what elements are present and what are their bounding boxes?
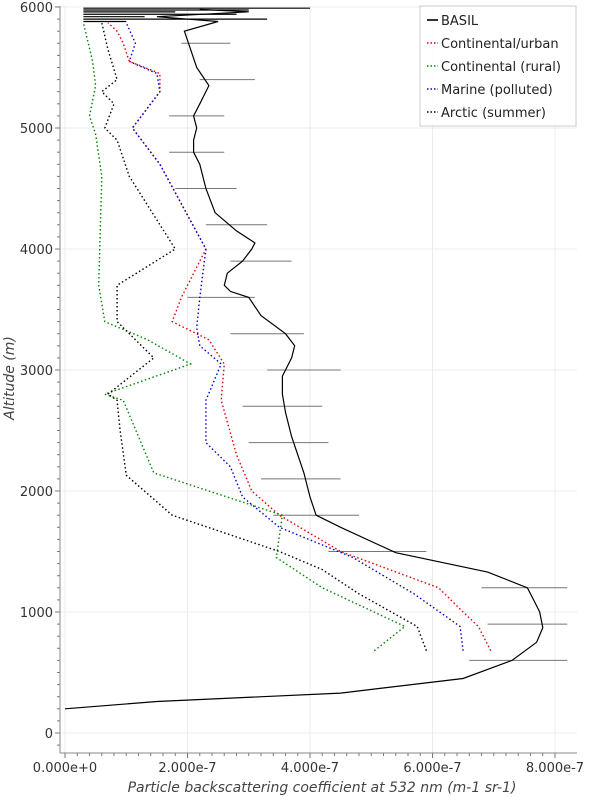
series-line-continental-rural [82, 22, 407, 652]
x-tick-label: 2.000e-7 [158, 761, 216, 776]
x-tick-labels: 0.000e+0 2.000e-7 4.000e-7 6.000e-7 8.000e-7 [33, 761, 584, 776]
series-line-marine-polluted [125, 22, 464, 651]
series-lines [64, 7, 544, 710]
y-tick-label: 3000 [20, 364, 53, 379]
series-line-arctic-summer [100, 22, 428, 651]
series-line-basil [64, 8, 544, 710]
series-line-continental-urban [107, 22, 492, 652]
y-tick-label: 5000 [20, 122, 53, 137]
legend-label: Marine (polluted) [441, 83, 553, 98]
x-tick-label: 4.000e-7 [281, 761, 339, 776]
x-axis-unit: (m-1 sr-1) [447, 780, 516, 796]
y-tick-label: 1000 [20, 606, 53, 621]
legend-box [419, 5, 577, 127]
x-tick-label: 6.000e-7 [403, 761, 461, 776]
y-tick-labels: 0 1000 2000 3000 4000 5000 6000 [20, 1, 53, 742]
legend-label: BASIL [441, 14, 479, 29]
y-tick-label: 0 [45, 727, 53, 742]
x-tick-label: 0.000e+0 [33, 761, 97, 776]
y-tick-label: 6000 [20, 1, 53, 16]
grid [60, 6, 577, 753]
y-tick-label: 4000 [20, 243, 53, 258]
y-tick-label: 2000 [20, 485, 53, 500]
y-axis-title: Altitude (m) [2, 336, 18, 421]
x-tick-label: 8.000e-7 [526, 761, 584, 776]
legend-label: Continental/urban [441, 37, 559, 52]
x-axis-title: Particle backscattering coefficient at 5… [128, 780, 517, 796]
legend-label: Arctic (summer) [441, 106, 546, 121]
legend-label: Continental (rural) [441, 60, 561, 75]
legend: BASIL Continental/urban Continental (rural… [419, 5, 577, 127]
